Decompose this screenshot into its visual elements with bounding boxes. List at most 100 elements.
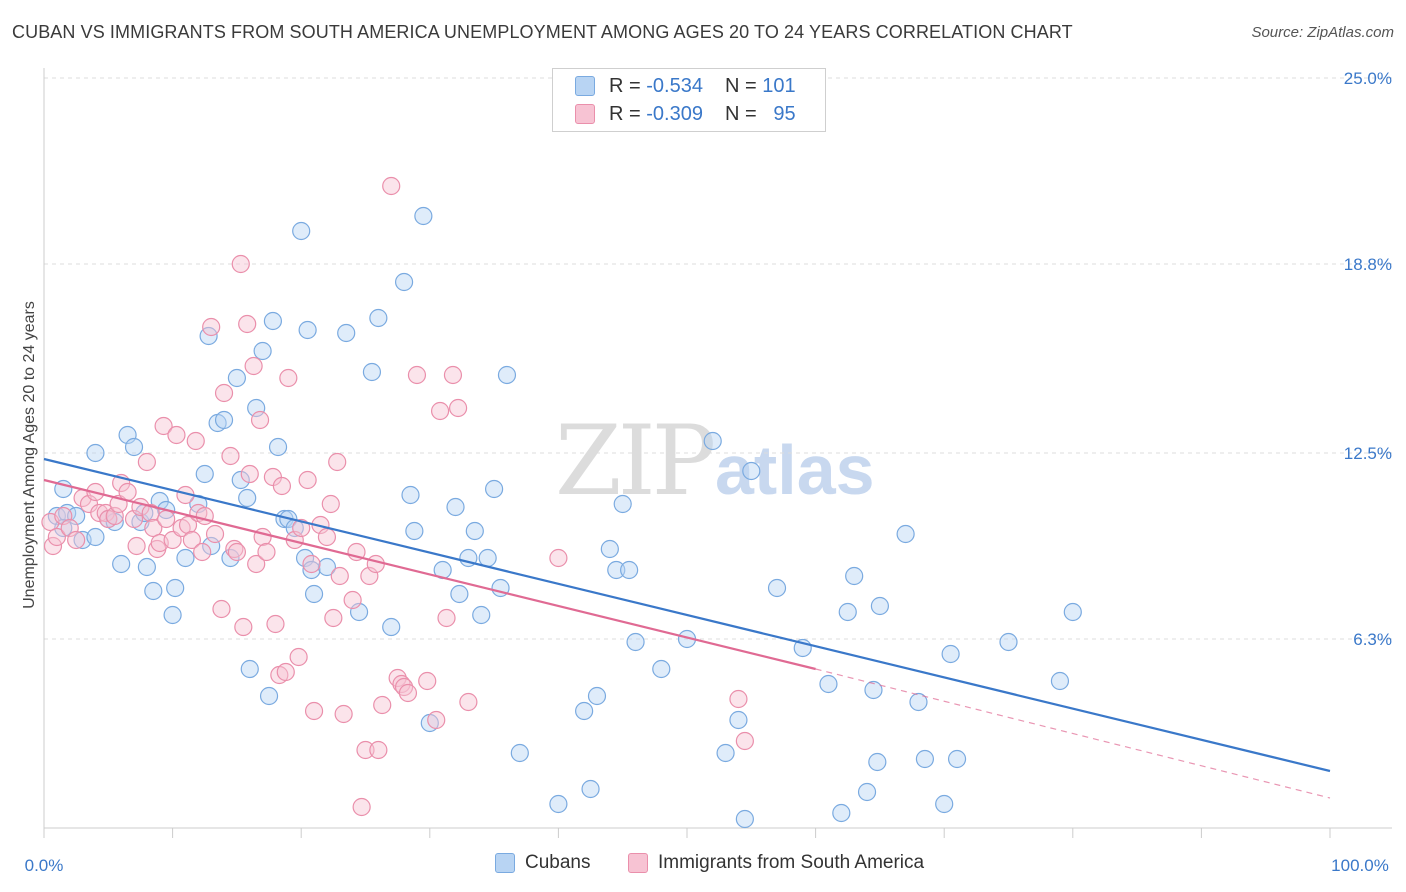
- cubans-point: [337, 323, 356, 343]
- immigrants-point: [193, 542, 212, 562]
- immigrants-point: [366, 554, 385, 574]
- cubans-point: [144, 581, 163, 601]
- cubans-point: [575, 701, 594, 721]
- immigrants-point: [317, 527, 337, 547]
- cubans-point: [587, 686, 607, 706]
- immigrants-point: [127, 536, 146, 556]
- n-label: N =: [724, 74, 757, 97]
- cubans-point: [137, 557, 156, 577]
- cubans-point: [742, 461, 761, 481]
- immigrants-point: [418, 671, 437, 691]
- watermark-zip: ZIP: [555, 405, 716, 517]
- r-value: -0.309: [646, 102, 703, 125]
- legend-item-immigrants: Immigrants from South America: [628, 852, 924, 874]
- cubans-point: [896, 524, 915, 544]
- cubans-point: [497, 365, 517, 385]
- immigrants-point: [427, 710, 446, 730]
- immigrants-point: [240, 464, 259, 484]
- cubans-point: [450, 584, 469, 604]
- cubans-point: [600, 539, 619, 559]
- immigrants-point: [430, 401, 450, 421]
- immigrants-point: [90, 503, 109, 523]
- immigrants-point: [178, 515, 198, 535]
- immigrants-point: [398, 683, 418, 703]
- r-label: R =: [609, 74, 641, 97]
- immigrants-point: [167, 425, 186, 445]
- cubans-point: [1050, 671, 1070, 691]
- immigrants-point: [214, 383, 234, 403]
- legend-row-immigrants: R = -0.309 N = 95: [575, 101, 796, 127]
- cubans-point: [259, 686, 279, 706]
- cubans-point: [166, 578, 185, 598]
- immigrants-trendline: [43, 478, 816, 671]
- cubans-point: [864, 680, 883, 700]
- series-legend: Cubans Immigrants from South America: [0, 852, 1406, 878]
- r-value: -0.534: [646, 74, 703, 97]
- y-tick-label: 12.5%: [1344, 444, 1392, 463]
- immigrants-point: [137, 452, 156, 472]
- immigrants-point: [407, 365, 427, 385]
- y-tick-label: 6.3%: [1353, 630, 1392, 649]
- cubans-point: [227, 368, 246, 388]
- cubans-point: [86, 443, 105, 463]
- cubans-point: [302, 560, 321, 580]
- immigrants-point: [47, 527, 66, 547]
- cubans-point: [414, 206, 433, 226]
- watermark-atlas: atlas: [715, 431, 875, 509]
- cubans-point: [870, 596, 890, 616]
- cubans-swatch: [495, 853, 515, 873]
- immigrants-point: [221, 446, 240, 466]
- cubans-point: [317, 557, 337, 577]
- cubans-point: [767, 578, 787, 598]
- legend-item-cubans: Cubans: [495, 852, 591, 874]
- x-tick-label: 100.0%: [1331, 856, 1389, 875]
- cubans-point: [304, 584, 324, 604]
- cubans-point: [935, 794, 954, 814]
- cubans-point: [832, 803, 851, 823]
- immigrants-point: [356, 740, 375, 760]
- cubans-point: [405, 521, 424, 541]
- r-label: R =: [609, 102, 641, 125]
- legend-row-cubans: R = -0.534 N = 101: [575, 73, 796, 99]
- immigrants-point: [289, 647, 308, 667]
- immigrants-point: [250, 410, 270, 430]
- immigrants-trendline-extension: [815, 668, 1331, 799]
- immigrants-point: [67, 530, 86, 550]
- immigrants-point: [279, 368, 298, 388]
- immigrants-point: [182, 530, 201, 550]
- cubans-point: [247, 398, 266, 418]
- immigrants-point: [266, 614, 285, 634]
- legend-label: Cubans: [525, 852, 591, 873]
- chart-title: CUBAN VS IMMIGRANTS FROM SOUTH AMERICA U…: [12, 22, 1073, 42]
- immigrants-point: [157, 509, 176, 529]
- immigrants-point: [352, 797, 371, 817]
- y-tick-label: 25.0%: [1344, 69, 1392, 88]
- immigrants-point: [205, 524, 225, 544]
- cubans-point: [195, 464, 214, 484]
- cubans-point: [86, 527, 105, 547]
- cubans-point: [362, 362, 382, 382]
- immigrants-point: [212, 599, 231, 619]
- cubans-point: [857, 782, 877, 802]
- cubans-point: [263, 311, 283, 331]
- cubans-point: [915, 749, 935, 769]
- cubans-point: [485, 479, 504, 499]
- immigrants-point: [43, 536, 63, 556]
- cubans-point: [620, 560, 639, 580]
- cubans-point: [446, 497, 465, 517]
- cubans-point: [394, 272, 414, 292]
- immigrants-point: [231, 254, 250, 274]
- immigrants-point: [735, 731, 754, 751]
- immigrants-point: [141, 503, 160, 523]
- immigrants-swatch: [575, 104, 595, 124]
- n-label: N =: [724, 102, 757, 125]
- cubans-point: [999, 632, 1018, 652]
- cubans-point: [838, 602, 857, 622]
- cubans-point: [868, 752, 887, 772]
- immigrants-point: [304, 701, 324, 721]
- immigrants-point: [292, 518, 311, 538]
- cubans-point: [652, 659, 671, 679]
- immigrants-swatch: [628, 853, 648, 873]
- cubans-point: [238, 488, 257, 508]
- y-tick-label: 18.8%: [1344, 255, 1392, 274]
